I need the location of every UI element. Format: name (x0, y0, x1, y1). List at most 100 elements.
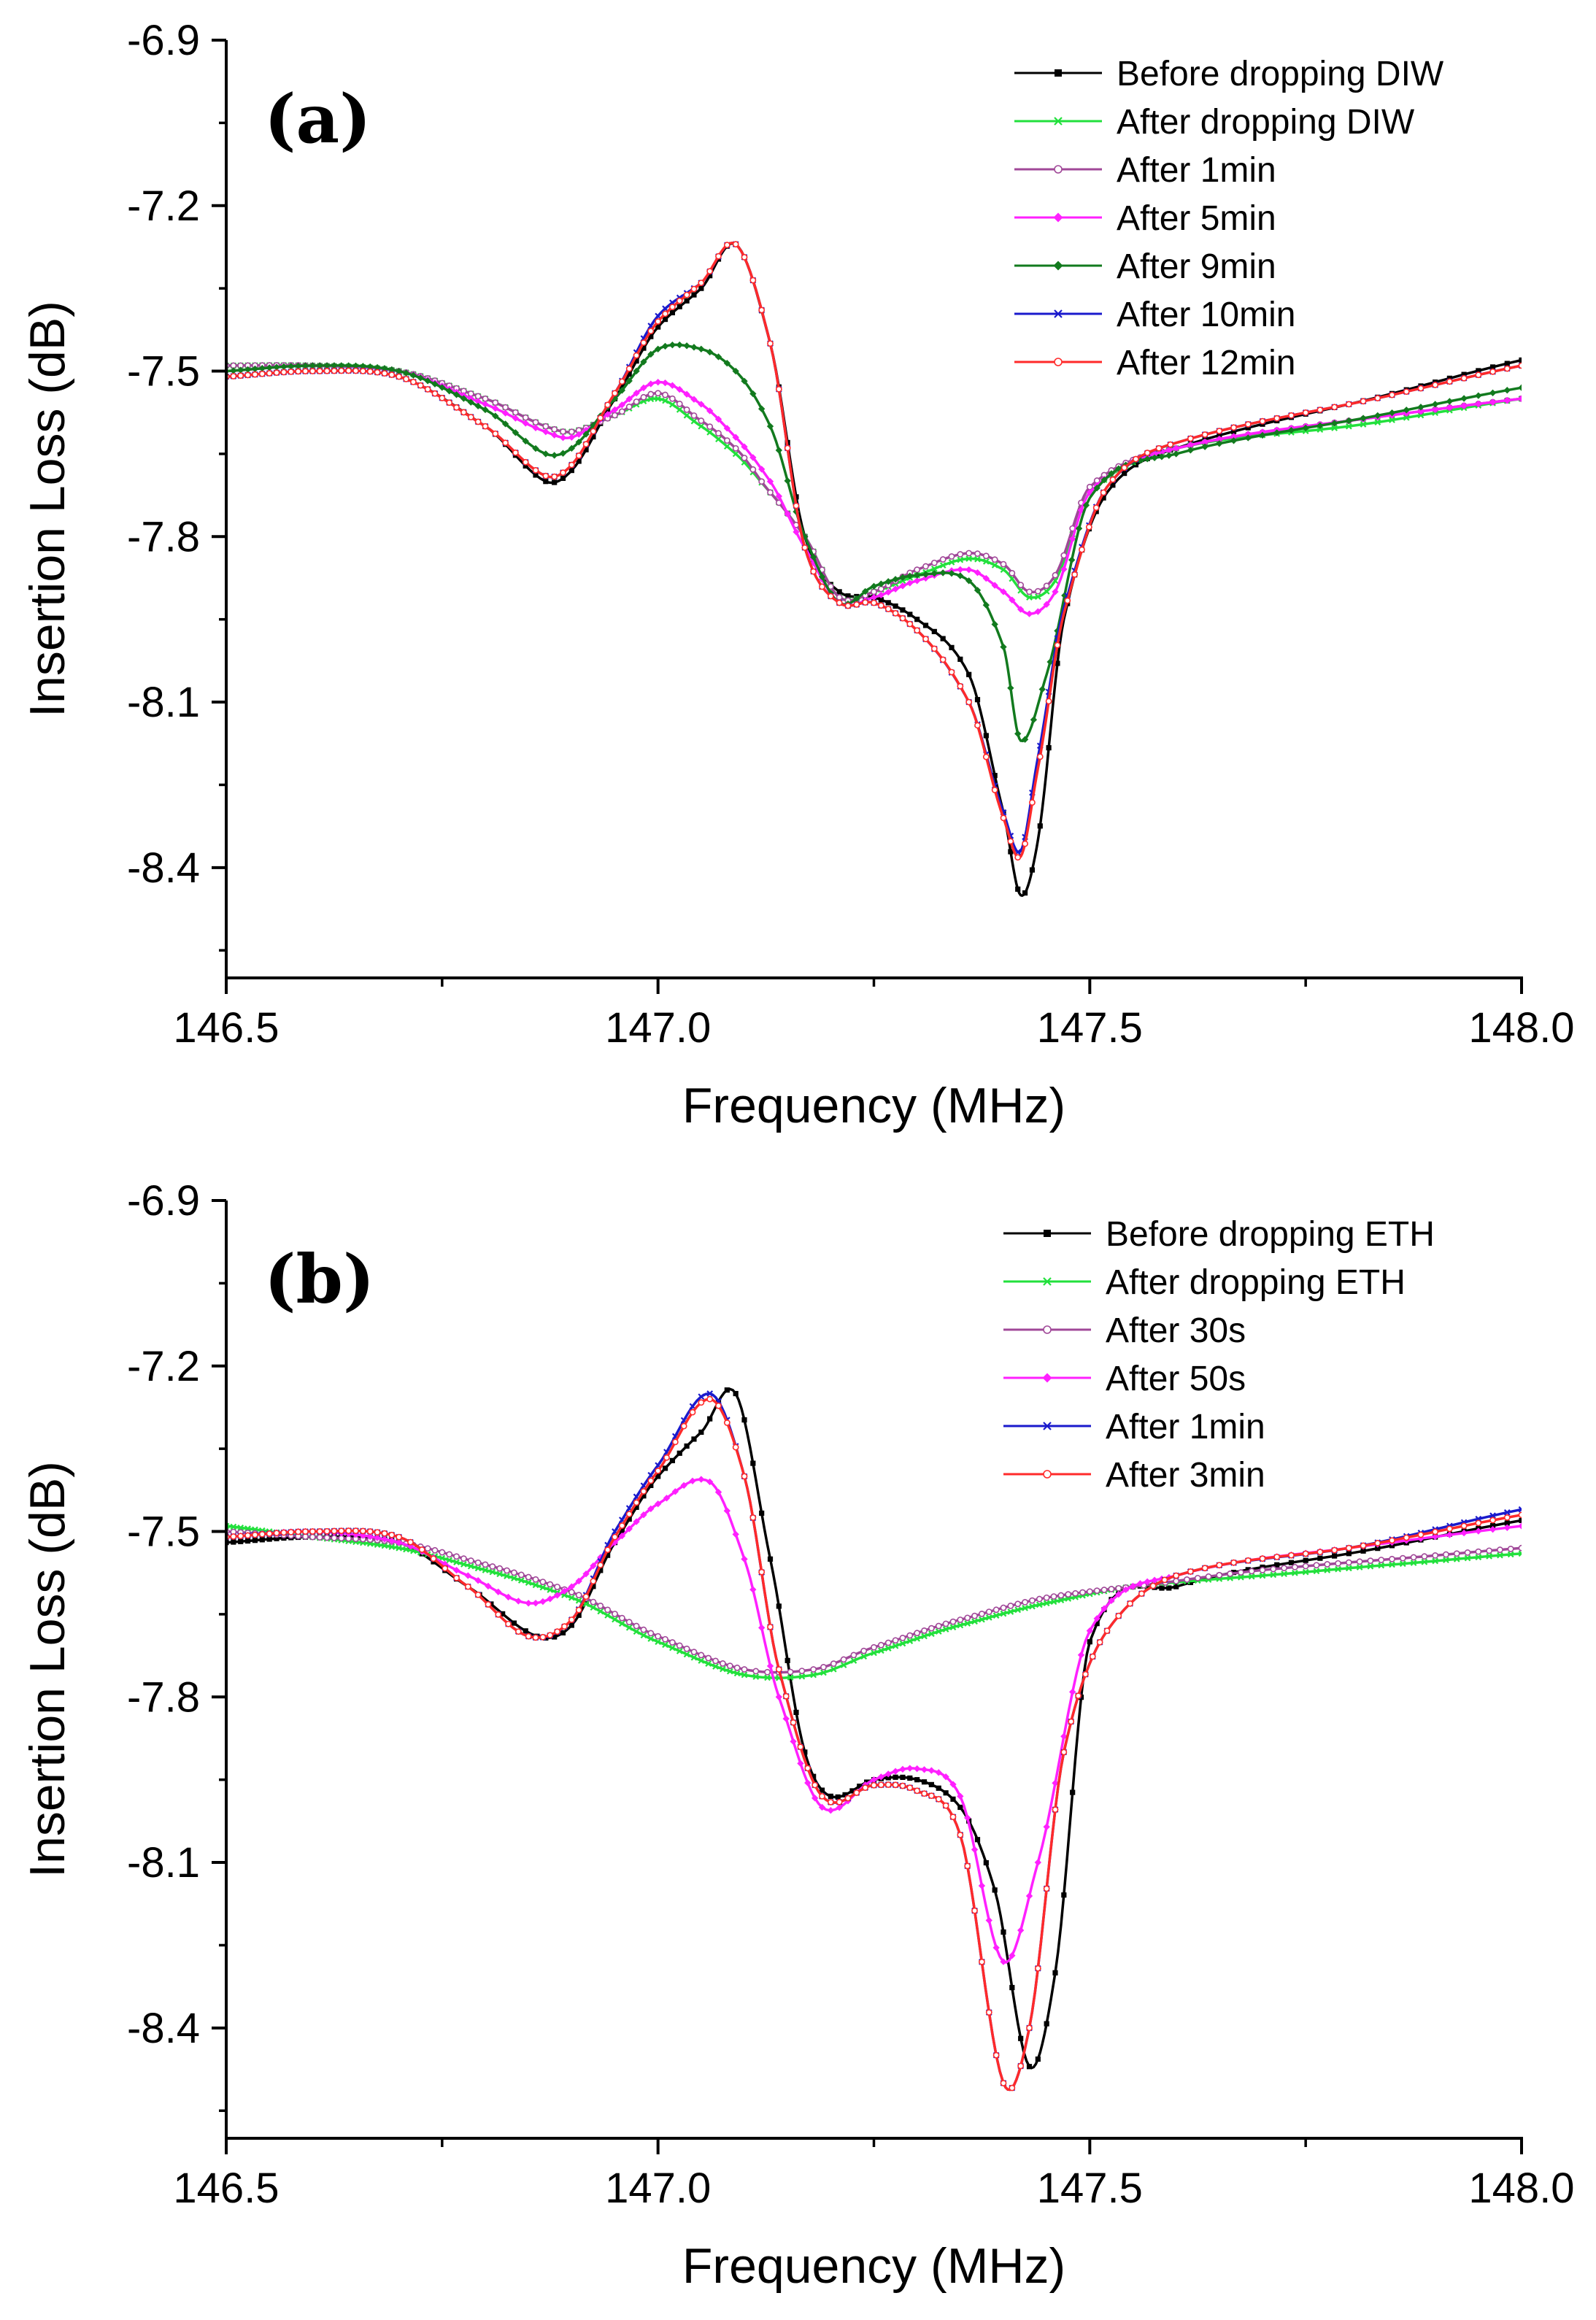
series-2-point (1345, 423, 1352, 430)
series-5-point (439, 384, 446, 391)
legend-label-3: After 30s (1106, 1311, 1246, 1350)
series-5-point (559, 450, 567, 457)
series-6-point (758, 1568, 766, 1576)
series-1-point (669, 309, 675, 316)
series-1-point (724, 1387, 730, 1393)
series-1-point (1110, 482, 1116, 488)
series-2-point (877, 1647, 884, 1654)
series-5-point (550, 452, 558, 459)
series-line-5 (226, 343, 1522, 743)
series-4-point (663, 1495, 671, 1502)
series-1-point (836, 589, 842, 595)
series-4-point (654, 378, 662, 386)
series-3-point (726, 1662, 733, 1670)
series-7-point (819, 583, 825, 590)
series-6-point (464, 1583, 471, 1590)
series-4-point (1475, 400, 1482, 408)
series-5-point (749, 390, 757, 398)
series-4-point (797, 1760, 804, 1768)
series-7-point (1029, 799, 1036, 806)
series-5-point (1417, 404, 1425, 411)
series-7-point (453, 404, 460, 411)
series-7-point (1000, 814, 1007, 822)
series-2-point (662, 1641, 668, 1649)
series-3-point (612, 1611, 618, 1617)
series-5-point (982, 601, 990, 609)
series-6-point (862, 1784, 869, 1791)
series-6-point (495, 1611, 502, 1618)
legend-label-2: After dropping DIW (1117, 103, 1415, 142)
series-1-point (1061, 1892, 1067, 1898)
series-1-point (914, 617, 920, 623)
series-3-point (309, 1533, 316, 1541)
series-2-point (647, 1635, 655, 1642)
series-6-point (485, 1601, 492, 1608)
series-7-point (914, 627, 921, 634)
series-2-point (942, 1626, 949, 1633)
series-6-point (575, 1606, 582, 1614)
series-7-point (431, 390, 439, 397)
series-2-point (1292, 1569, 1298, 1576)
series-5-point (1046, 658, 1054, 666)
series-5-point (706, 348, 714, 356)
series-7-point (597, 415, 604, 422)
series-3-point (752, 1668, 760, 1675)
series-7-point (1288, 412, 1295, 419)
series-4-point (884, 588, 892, 596)
series-6-point (942, 1802, 949, 1809)
series-2-point (991, 561, 998, 569)
series-1-point (662, 1465, 668, 1471)
series-line-2 (226, 363, 1522, 602)
series-4-point (1518, 1522, 1522, 1530)
series-4-point (464, 1572, 472, 1579)
series-6-point (505, 1620, 512, 1627)
series-2-point (655, 1638, 662, 1646)
series-5-point (1230, 437, 1238, 444)
series-2-point (1399, 1560, 1406, 1568)
y-tick-label: -6.9 (127, 17, 200, 64)
series-6-point (1149, 1582, 1157, 1589)
series-6-point (827, 1798, 834, 1805)
series-7-point (1022, 840, 1028, 847)
series-2-point (1518, 1550, 1522, 1557)
series-1-point (533, 472, 539, 478)
series-2-point (850, 1657, 857, 1664)
series-3-point (1000, 560, 1007, 568)
series-3-point (323, 1534, 331, 1541)
series-2-point (974, 555, 981, 563)
series-4-point (906, 1765, 914, 1772)
series-4-point (1068, 535, 1076, 543)
series-3-point (698, 1652, 705, 1659)
series-6-point (804, 1765, 812, 1772)
series-1-point (1187, 1579, 1193, 1586)
series-1-point (983, 733, 989, 739)
series-1-point (238, 1538, 244, 1544)
series-4-point (899, 1765, 906, 1773)
series-1-point (1008, 849, 1014, 855)
series-2-point (957, 1622, 964, 1629)
series-3-point (1100, 1587, 1108, 1593)
series-3-point (1281, 1565, 1287, 1572)
series-6-point (582, 1593, 590, 1600)
series-7-point (338, 367, 345, 374)
series-3-point (683, 1645, 690, 1652)
series-1-point (641, 1493, 647, 1499)
series-7-point (590, 428, 597, 435)
series-7-point (1475, 371, 1482, 379)
series-line-6 (226, 241, 1522, 854)
series-5-point (1201, 443, 1208, 450)
series-6-point (345, 1527, 352, 1534)
series-4-point (482, 401, 489, 408)
series-5-point (323, 362, 331, 369)
series-2-point (840, 1662, 847, 1668)
series-6-point (568, 1616, 575, 1623)
legend-label-1: Before dropping ETH (1106, 1215, 1435, 1254)
series-3-point (676, 1642, 683, 1649)
series-3-point (1043, 1594, 1050, 1601)
series-6-point (1331, 1546, 1338, 1554)
series-4-point (1060, 1733, 1068, 1740)
series-1-point (619, 1528, 625, 1534)
series-3-point (1453, 1550, 1460, 1557)
series-2-point (590, 1604, 597, 1611)
series-7-point (640, 339, 647, 346)
